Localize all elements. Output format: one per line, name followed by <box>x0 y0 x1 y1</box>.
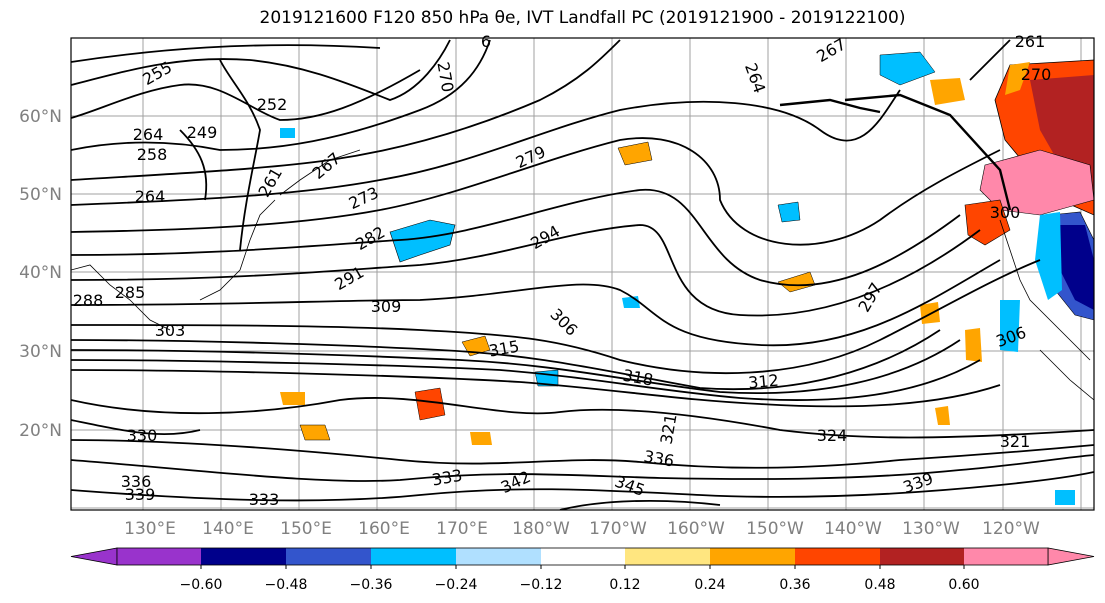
colorbar-extend-high <box>1047 547 1095 566</box>
colorbar-swatch <box>625 548 710 565</box>
colorbar-extend-low <box>70 547 118 566</box>
colorbar-tick-label: −0.36 <box>350 577 393 593</box>
longitude-label: 150°E <box>280 519 332 539</box>
contour-label: 288 <box>73 291 104 310</box>
colorbar-swatch <box>795 548 880 565</box>
contour-label: 336 <box>121 472 152 491</box>
contour-label: 330 <box>127 426 158 445</box>
colorbar-swatch <box>880 548 964 565</box>
contour-label: 324 <box>817 426 848 445</box>
colorbar-tick-label: 0.36 <box>779 577 810 593</box>
contour-label: 261 <box>1015 32 1046 51</box>
longitude-label: 140°W <box>824 519 882 539</box>
map-frame <box>70 37 1095 511</box>
contour-label: 312 <box>747 371 779 393</box>
longitude-label: 140°E <box>202 519 254 539</box>
longitude-label: 120°W <box>982 519 1040 539</box>
contour-label: 264 <box>133 125 164 144</box>
contour-label: 258 <box>137 145 168 164</box>
contour-label: 6 <box>481 32 491 51</box>
colorbar-swatch <box>201 548 286 565</box>
contour-label: 339 <box>125 485 156 504</box>
contour-label: 300 <box>990 203 1021 222</box>
latitude-label: 30°N <box>19 342 62 362</box>
colorbar-swatch <box>710 548 795 565</box>
colorbar-swatch <box>371 548 456 565</box>
map-title: 2019121600 F120 850 hPa θe, IVT Landfall… <box>259 8 906 28</box>
theta-e-contours <box>71 39 1094 510</box>
contour-label: 285 <box>115 283 146 302</box>
latitude-label: 40°N <box>19 263 62 283</box>
colorbar-tick-label: 0.48 <box>864 577 895 593</box>
colorbar-tick-label: 0.12 <box>609 577 640 593</box>
contour-label: 333 <box>249 490 280 509</box>
colorbar-tick-label: −0.24 <box>435 577 478 593</box>
longitude-label: 130°W <box>902 519 960 539</box>
latitude-label: 20°N <box>19 421 62 441</box>
contour-label: 252 <box>257 95 288 114</box>
colorbar-swatch <box>456 548 541 565</box>
colorbar: −0.60 −0.48 −0.36 −0.24 −0.12 0.12 0.24 0.36 0.4… <box>70 547 1095 593</box>
colorbar-outline <box>116 547 1049 566</box>
colorbar-tick-label: 0.60 <box>948 577 979 593</box>
longitude-label: 130°E <box>124 519 176 539</box>
ivt-shading <box>280 51 1094 505</box>
contour-label: 303 <box>155 321 186 340</box>
colorbar-tick-label: −0.48 <box>265 577 308 593</box>
map-background <box>71 38 1094 510</box>
contour-label: 270 <box>1021 65 1052 84</box>
longitude-label: 160°W <box>667 519 725 539</box>
longitude-label: 160°E <box>358 519 410 539</box>
contour-label: 309 <box>371 297 402 316</box>
contour-label: 264 <box>135 187 166 206</box>
colorbar-swatch <box>117 548 201 565</box>
contour-label: 321 <box>1000 432 1031 451</box>
colorbar-tick-label: −0.60 <box>180 577 223 593</box>
colorbar-swatch <box>964 548 1048 565</box>
latitude-label: 50°N <box>19 185 62 205</box>
colorbar-swatch <box>541 548 625 565</box>
coastlines <box>71 149 1094 401</box>
contour-label: 249 <box>187 123 218 142</box>
colorbar-swatch <box>286 548 371 565</box>
colorbar-tick-label: −0.12 <box>520 577 563 593</box>
latitude-label: 60°N <box>19 107 62 127</box>
longitude-label: 180°W <box>512 519 570 539</box>
colorbar-tick-label: 0.24 <box>694 577 725 593</box>
longitude-label: 170°W <box>589 519 647 539</box>
longitude-label: 170°E <box>436 519 488 539</box>
longitude-label: 150°W <box>746 519 804 539</box>
